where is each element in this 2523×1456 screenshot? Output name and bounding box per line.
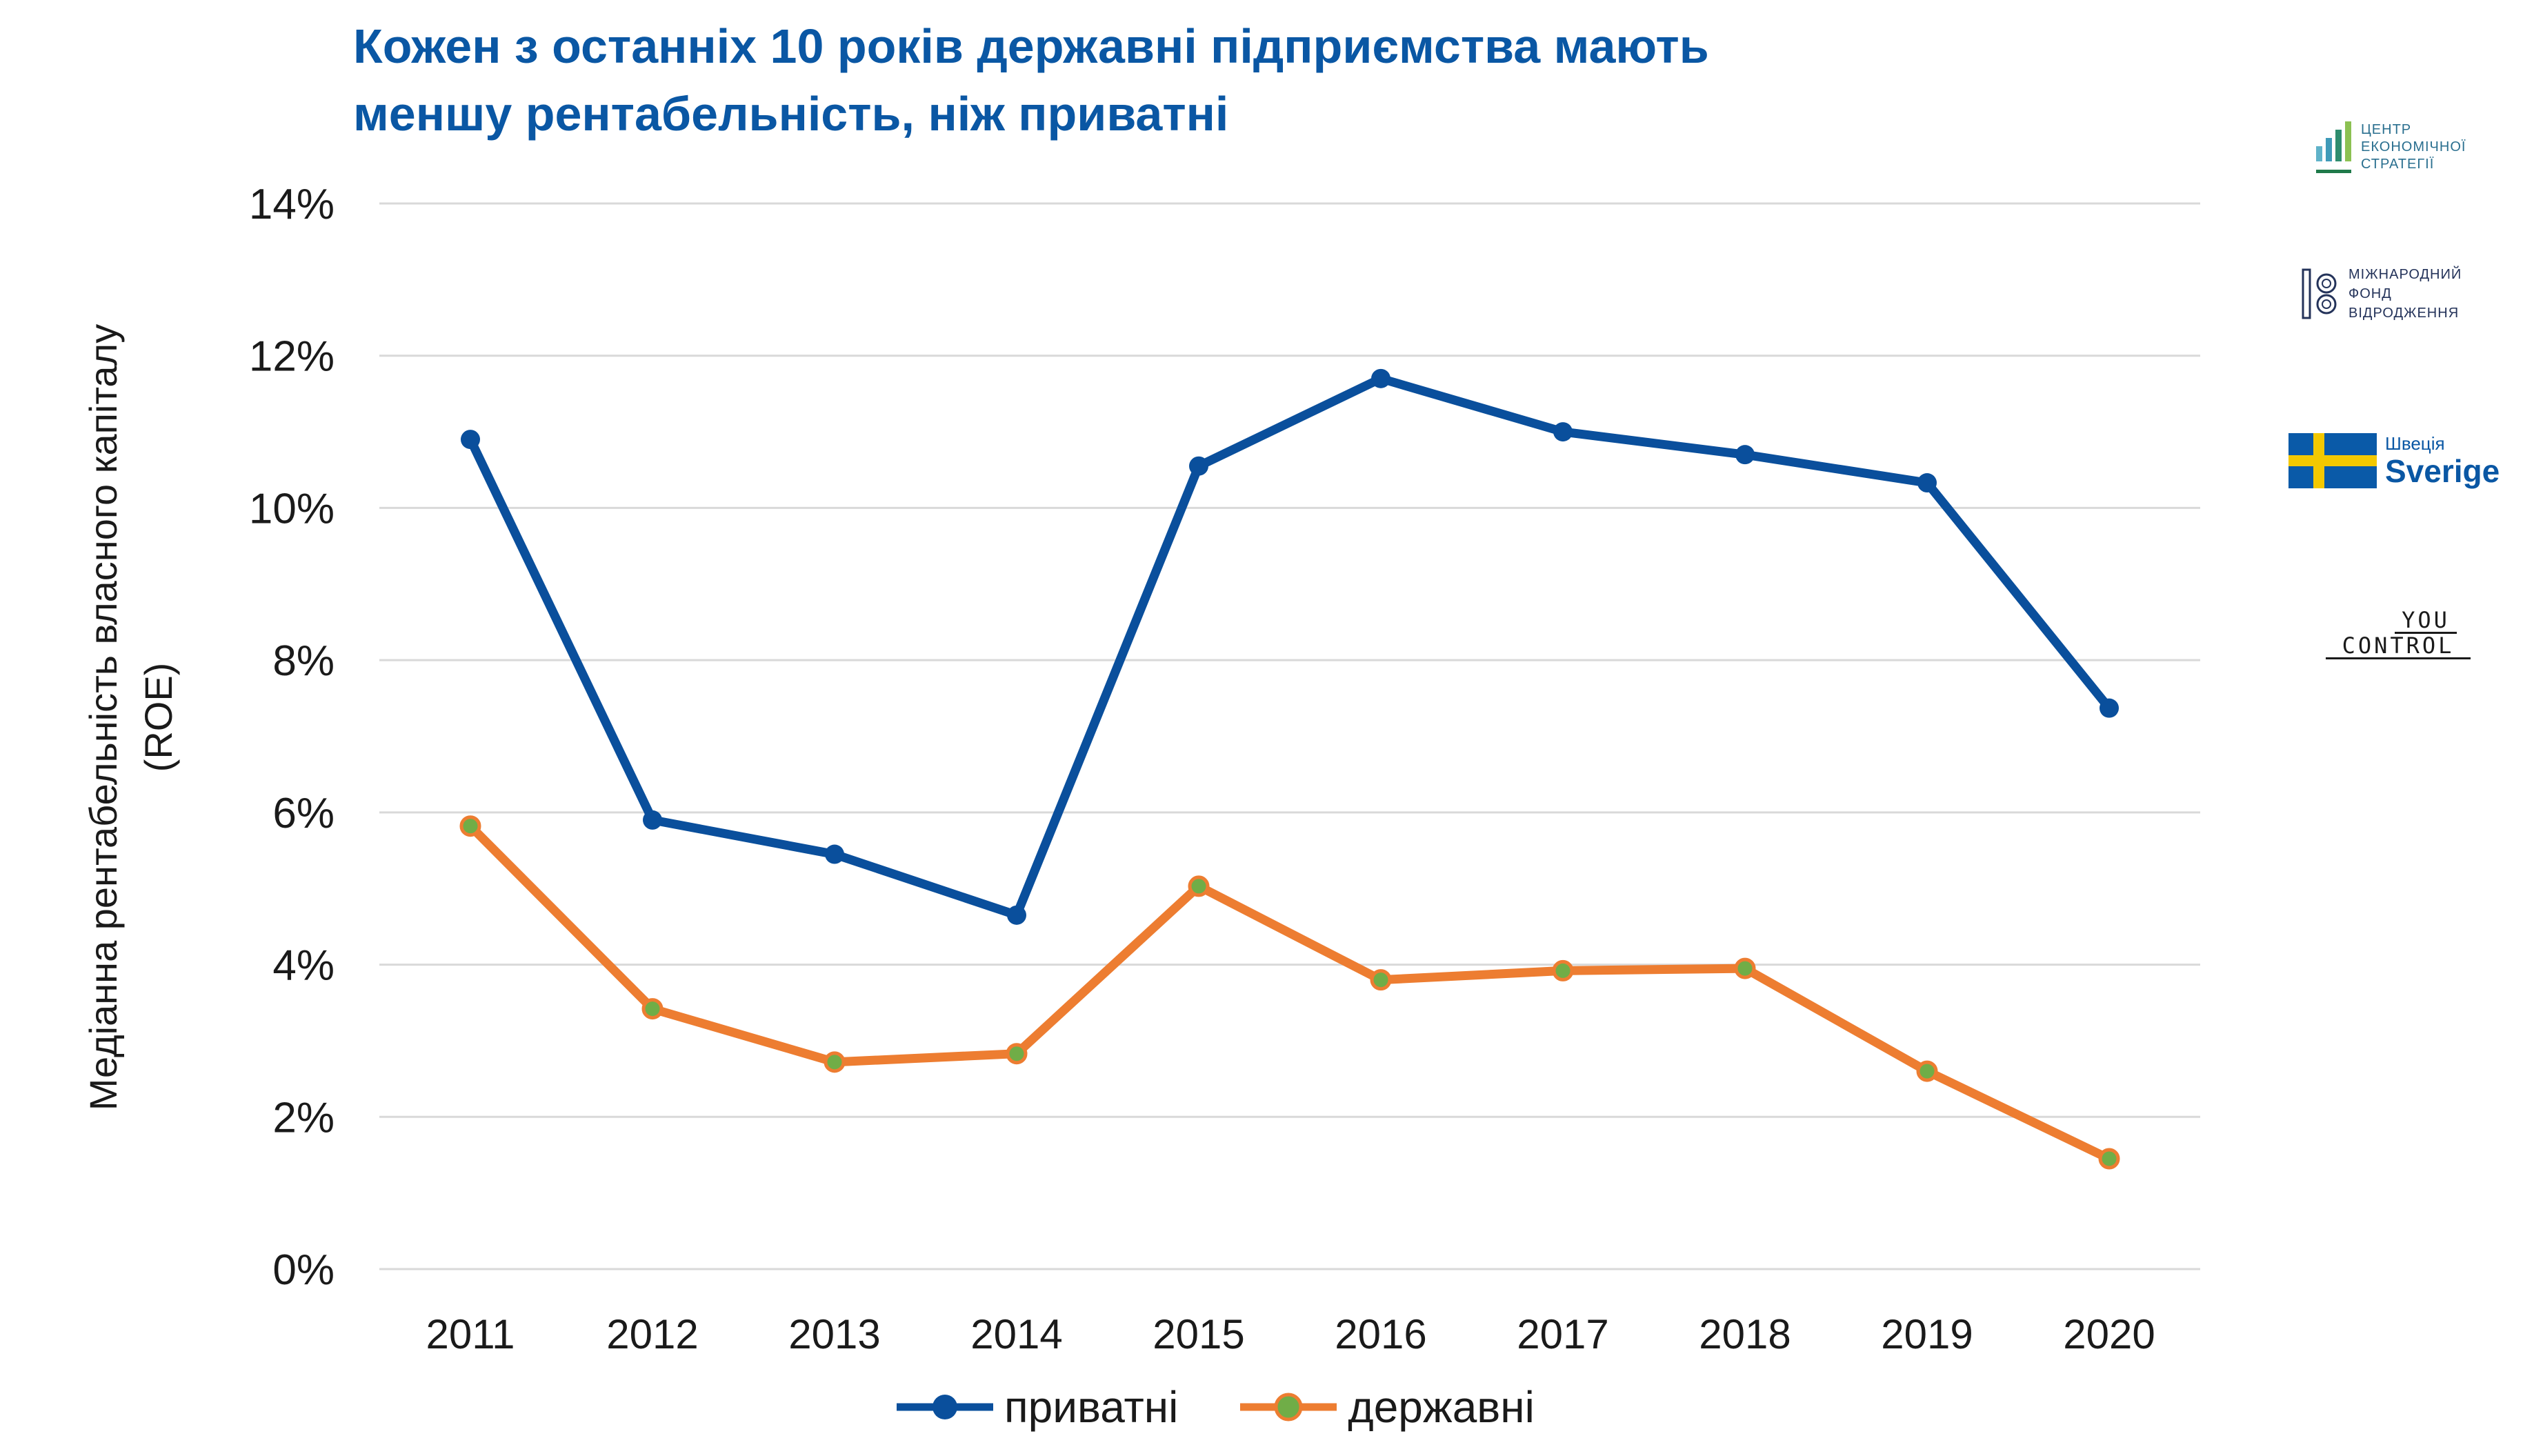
youcontrol-logo-line-1: YOU <box>2395 608 2457 634</box>
x-tick-label: 2016 <box>1335 1311 1426 1357</box>
ces-logo-line-3: СТРАТЕГІЇ <box>2361 157 2435 172</box>
legend-entry-private: приватні <box>897 1382 1178 1433</box>
x-tick-label: 2018 <box>1699 1311 1791 1357</box>
x-tick-label: 2019 <box>1881 1311 1973 1357</box>
legend-swatch-state <box>1240 1393 1337 1422</box>
y-tick-label: 0% <box>272 1246 335 1294</box>
youcontrol-logo: YOU CONTROL <box>2326 608 2471 659</box>
series-point-1 <box>1552 959 1574 981</box>
sweden-logo-text: Швеція Sverige <box>2385 433 2500 488</box>
irf-logo-text: МІЖНАРОДНИЙ ФОНД ВІДРОДЖЕННЯ <box>2349 265 2462 323</box>
series-point-0 <box>461 430 480 450</box>
series-point-0 <box>1735 445 1755 465</box>
y-tick-label: 8% <box>272 637 335 685</box>
y-tick-label: 10% <box>249 485 335 532</box>
ces-bars-icon <box>2316 121 2351 173</box>
series-line-0 <box>466 374 2113 920</box>
sweden-logo-line-2: Sverige <box>2385 453 2500 489</box>
series-point-1 <box>2098 1148 2120 1170</box>
irf-logo-line-3: ВІДРОДЖЕННЯ <box>2349 306 2460 321</box>
series-point-1 <box>1188 875 1210 897</box>
y-tick-label: 2% <box>272 1094 335 1141</box>
series-group <box>459 368 2120 1170</box>
chart-title-line-2: меншу рентабельність, ніж приватні <box>353 87 1229 141</box>
gridlines <box>379 202 2200 1270</box>
y-tick-label: 12% <box>249 333 335 381</box>
series-point-1 <box>1006 1043 1028 1065</box>
legend-marker-state <box>1274 1393 1303 1422</box>
irf-logo-line-1: МІЖНАРОДНИЙ <box>2349 267 2462 282</box>
series-point-0 <box>1553 422 1573 442</box>
ces-logo-line-2: ЕКОНОМІЧНОЇ <box>2361 139 2466 154</box>
series-point-0 <box>825 844 844 864</box>
series-point-0 <box>1917 473 1937 493</box>
legend-label-private: приватні <box>1004 1382 1179 1432</box>
y-tick-label: 6% <box>272 790 335 837</box>
series-point-1 <box>459 815 481 837</box>
series-line-1 <box>467 823 2111 1163</box>
legend-entry-state: державні <box>1240 1382 1535 1433</box>
sweden-flag-icon <box>2288 433 2377 488</box>
legend: приватні державні <box>897 1376 1535 1438</box>
y-tick-label: 4% <box>272 942 335 990</box>
sweden-logo-line-1: Швеція <box>2385 433 2445 454</box>
sweden-logo: Швеція Sverige <box>2288 433 2500 488</box>
x-tick-label: 2013 <box>788 1311 880 1357</box>
irf-logo-line-2: ФОНД <box>2349 286 2392 301</box>
series-point-0 <box>1007 905 1026 925</box>
x-axis-ticks: 2011 2012 2013 2014 2015 2016 2017 2018 2019 2020 <box>426 1311 2155 1357</box>
ces-logo-text: ЦЕНТР ЕКОНОМІЧНОЇ СТРАТЕГІЇ <box>2361 121 2466 173</box>
youcontrol-logo-line-2: CONTROL <box>2326 634 2471 659</box>
legend-label-state: державні <box>1348 1382 1535 1432</box>
x-tick-label: 2017 <box>1517 1311 1608 1357</box>
series-point-0 <box>2100 698 2119 718</box>
series-point-0 <box>643 810 662 830</box>
y-tick-label: 14% <box>249 181 335 228</box>
series-point-1 <box>1734 957 1756 979</box>
legend-swatch-private <box>897 1395 993 1419</box>
series-point-1 <box>824 1051 846 1073</box>
x-tick-label: 2012 <box>606 1311 698 1357</box>
series-point-1 <box>1370 969 1392 991</box>
x-tick-label: 2015 <box>1153 1311 1244 1357</box>
chart-title: Кожен з останніх 10 років державні підпр… <box>353 12 2215 148</box>
irf-logo: МІЖНАРОДНИЙ ФОНД ВІДРОДЖЕННЯ <box>2302 265 2462 323</box>
ces-logo: ЦЕНТР ЕКОНОМІЧНОЇ СТРАТЕГІЇ <box>2316 121 2466 173</box>
chart-title-line-1: Кожен з останніх 10 років державні підпр… <box>353 19 1709 73</box>
ces-logo-line-1: ЦЕНТР <box>2361 122 2412 137</box>
x-tick-label: 2011 <box>426 1311 515 1357</box>
series-point-0 <box>1371 368 1390 388</box>
y-axis-ticks: 0% 2% 4% 6% 8% 10% 12% 14% <box>249 181 335 1294</box>
x-tick-label: 2014 <box>970 1311 1062 1357</box>
series-point-1 <box>641 998 664 1020</box>
x-tick-label: 2020 <box>2063 1311 2155 1357</box>
irf-emblem-icon <box>2302 268 2337 319</box>
legend-marker-private <box>933 1395 957 1419</box>
series-point-1 <box>1916 1060 1938 1082</box>
series-point-0 <box>1189 456 1208 476</box>
